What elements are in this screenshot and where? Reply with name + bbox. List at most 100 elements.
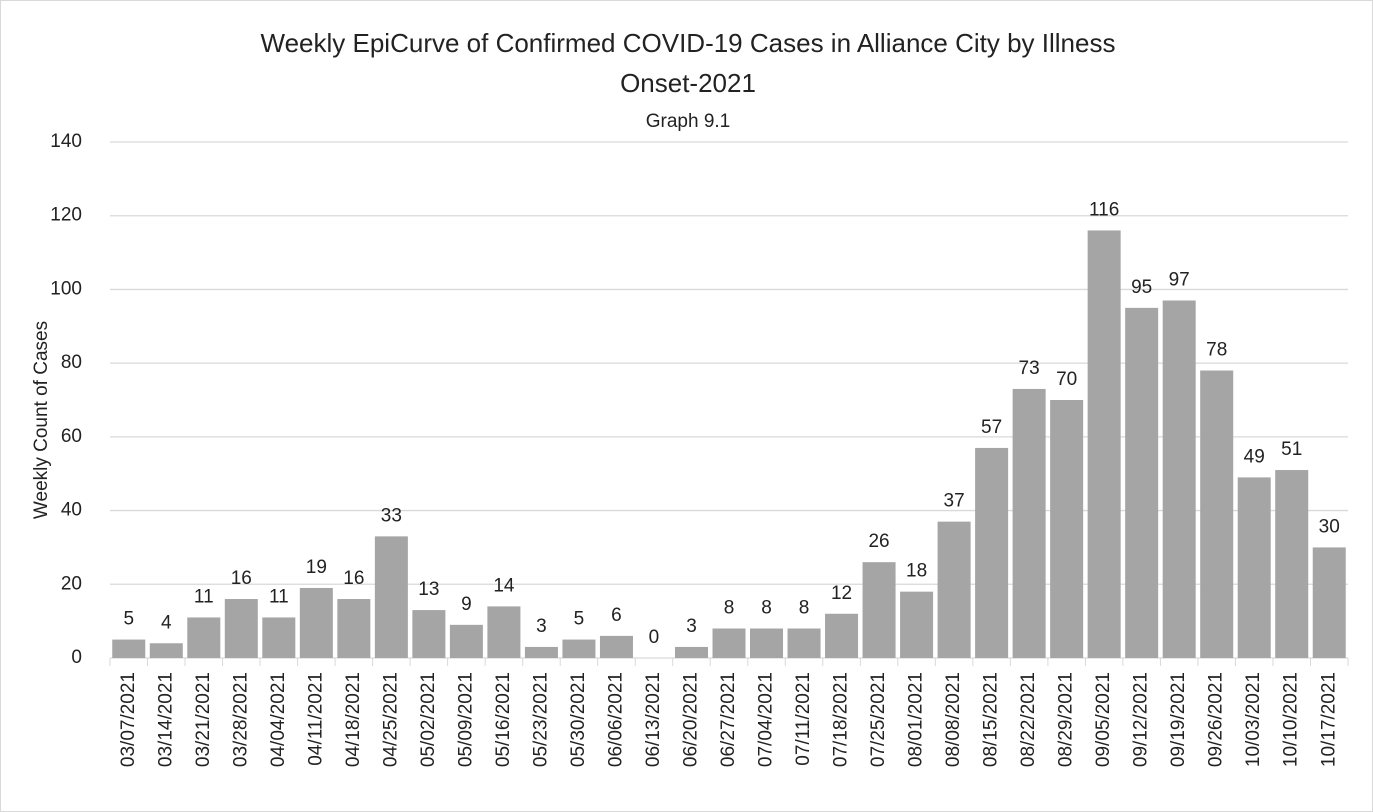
bar — [900, 591, 934, 658]
data-label: 8 — [799, 598, 810, 619]
data-label: 95 — [1131, 277, 1152, 298]
y-tick-label: 20 — [61, 573, 82, 594]
x-tick-label: 06/27/2021 — [718, 672, 739, 767]
x-tick-label: 09/05/2021 — [1093, 672, 1114, 767]
bar — [487, 606, 521, 658]
x-tick-label: 06/13/2021 — [643, 672, 664, 767]
bar — [187, 617, 221, 658]
bar — [937, 521, 971, 658]
data-label: 3 — [686, 616, 697, 637]
data-label: 4 — [161, 612, 172, 633]
data-label: 33 — [381, 505, 402, 526]
x-tick-label: 10/17/2021 — [1318, 672, 1339, 767]
x-tick-label: 05/16/2021 — [493, 672, 514, 767]
data-label: 26 — [868, 531, 889, 552]
bar — [149, 643, 183, 658]
bar — [1087, 230, 1121, 658]
bar — [750, 628, 784, 658]
x-tick-label: 03/21/2021 — [193, 672, 214, 767]
bar — [1200, 370, 1234, 658]
x-tick-label: 04/18/2021 — [343, 672, 364, 767]
data-label: 73 — [1019, 358, 1040, 379]
x-tick-label: 08/15/2021 — [981, 672, 1002, 767]
bar — [1237, 477, 1271, 658]
data-label: 51 — [1281, 439, 1302, 460]
data-label: 3 — [536, 616, 547, 637]
x-tick-label: 08/08/2021 — [943, 672, 964, 767]
bar — [337, 599, 371, 658]
data-label: 97 — [1169, 270, 1190, 291]
y-tick-label: 140 — [50, 131, 82, 152]
data-label: 9 — [461, 594, 472, 615]
data-label: 70 — [1056, 369, 1077, 390]
x-tick-label: 07/18/2021 — [831, 672, 852, 767]
data-label: 16 — [343, 568, 364, 589]
data-label: 16 — [231, 568, 252, 589]
bar — [374, 536, 408, 658]
y-tick-label: 40 — [61, 500, 82, 521]
bar — [674, 646, 708, 658]
bar — [825, 613, 859, 658]
data-label: 5 — [574, 609, 585, 630]
bar — [1050, 400, 1084, 658]
y-tick-label: 0 — [71, 647, 82, 668]
x-tick-label: 05/02/2021 — [418, 672, 439, 767]
bar — [112, 639, 146, 658]
data-label: 11 — [269, 586, 289, 607]
data-label: 8 — [724, 598, 735, 619]
x-tick-label: 03/07/2021 — [118, 672, 139, 767]
x-tick-label: 10/10/2021 — [1281, 672, 1302, 767]
data-label: 78 — [1206, 340, 1227, 361]
data-label: 19 — [306, 557, 327, 578]
bar — [1275, 470, 1309, 658]
x-tick-label: 06/20/2021 — [681, 672, 702, 767]
bar — [524, 646, 558, 658]
data-label: 11 — [194, 586, 214, 607]
bar — [449, 624, 483, 658]
x-tick-label: 08/01/2021 — [906, 672, 927, 767]
x-tick-label: 05/23/2021 — [530, 672, 551, 767]
chart-title: Onset-2021 — [620, 68, 756, 98]
bar — [712, 628, 746, 658]
y-tick-label: 60 — [61, 426, 82, 447]
x-tick-label: 03/28/2021 — [230, 672, 251, 767]
bar — [562, 639, 596, 658]
bar — [1312, 547, 1346, 658]
x-tick-label: 07/04/2021 — [756, 672, 777, 767]
x-tick-label: 08/29/2021 — [1056, 672, 1077, 767]
data-label: 6 — [611, 605, 622, 626]
x-tick-label: 05/30/2021 — [568, 672, 589, 767]
bar — [1162, 300, 1196, 658]
y-axis-label: Weekly Count of Cases — [31, 321, 52, 519]
x-tick-label: 10/03/2021 — [1243, 672, 1264, 767]
data-label: 13 — [418, 579, 439, 600]
x-tick-label: 09/26/2021 — [1206, 672, 1227, 767]
bar — [299, 587, 333, 658]
chart-title: Weekly EpiCurve of Confirmed COVID-19 Ca… — [261, 28, 1116, 58]
bar — [224, 599, 258, 658]
x-tick-label: 09/12/2021 — [1131, 672, 1152, 767]
chart-subtitle: Graph 9.1 — [646, 111, 731, 132]
data-label: 5 — [123, 609, 134, 630]
y-tick-label: 100 — [50, 278, 82, 299]
x-tick-label: 04/11/2021 — [305, 672, 326, 766]
bar — [262, 617, 296, 658]
x-tick-label: 08/22/2021 — [1018, 672, 1039, 767]
x-tick-label: 05/09/2021 — [455, 672, 476, 767]
x-tick-label: 04/04/2021 — [268, 672, 289, 767]
y-tick-label: 80 — [61, 352, 82, 373]
x-tick-label: 07/11/2021 — [793, 672, 814, 766]
data-label: 116 — [1089, 199, 1119, 220]
bar — [975, 447, 1009, 658]
x-tick-label: 04/25/2021 — [380, 672, 401, 767]
bar — [1125, 307, 1159, 658]
data-label: 12 — [831, 583, 852, 604]
data-label: 30 — [1319, 516, 1340, 537]
y-tick-label: 120 — [50, 205, 82, 226]
data-label: 14 — [493, 575, 515, 596]
x-tick-label: 09/19/2021 — [1168, 672, 1189, 767]
x-tick-label: 07/25/2021 — [868, 672, 889, 767]
bar — [1012, 388, 1046, 658]
x-tick-label: 03/14/2021 — [155, 672, 176, 767]
